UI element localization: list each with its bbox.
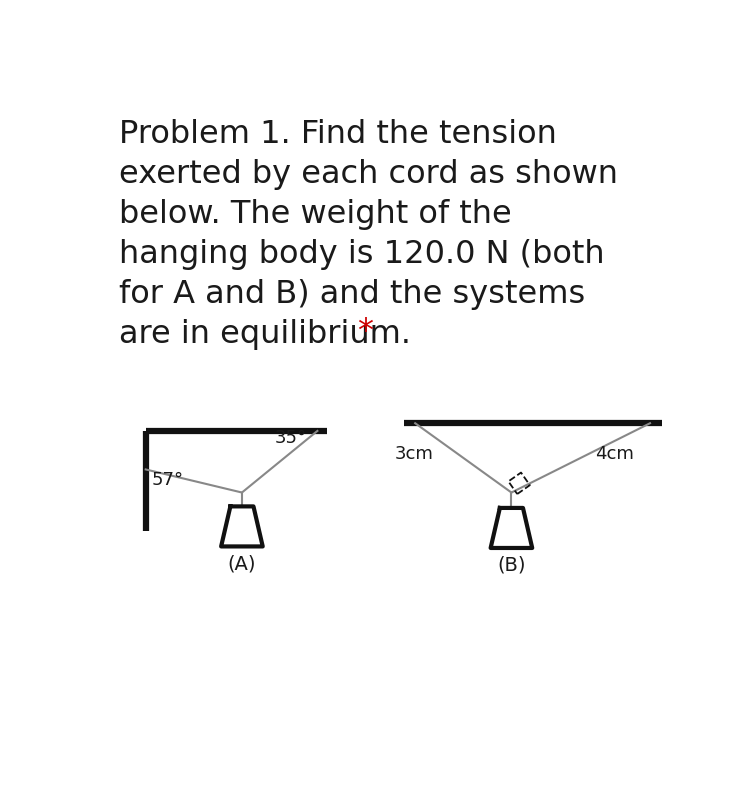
- Text: hanging body is 120.0 N (both: hanging body is 120.0 N (both: [118, 239, 604, 270]
- Text: (A): (A): [228, 554, 256, 573]
- Text: exerted by each cord as shown: exerted by each cord as shown: [118, 159, 618, 190]
- Text: for A and B) and the systems: for A and B) and the systems: [118, 279, 585, 310]
- Text: *: *: [358, 316, 374, 347]
- Text: 4cm: 4cm: [595, 445, 634, 463]
- Text: (B): (B): [497, 556, 526, 575]
- Text: 35°: 35°: [275, 430, 308, 447]
- Text: are in equilibrium.: are in equilibrium.: [118, 320, 411, 350]
- Text: below. The weight of the: below. The weight of the: [118, 199, 512, 230]
- Text: 3cm: 3cm: [395, 445, 434, 463]
- Text: 57°: 57°: [152, 471, 184, 489]
- Text: Problem 1. Find the tension: Problem 1. Find the tension: [118, 119, 556, 150]
